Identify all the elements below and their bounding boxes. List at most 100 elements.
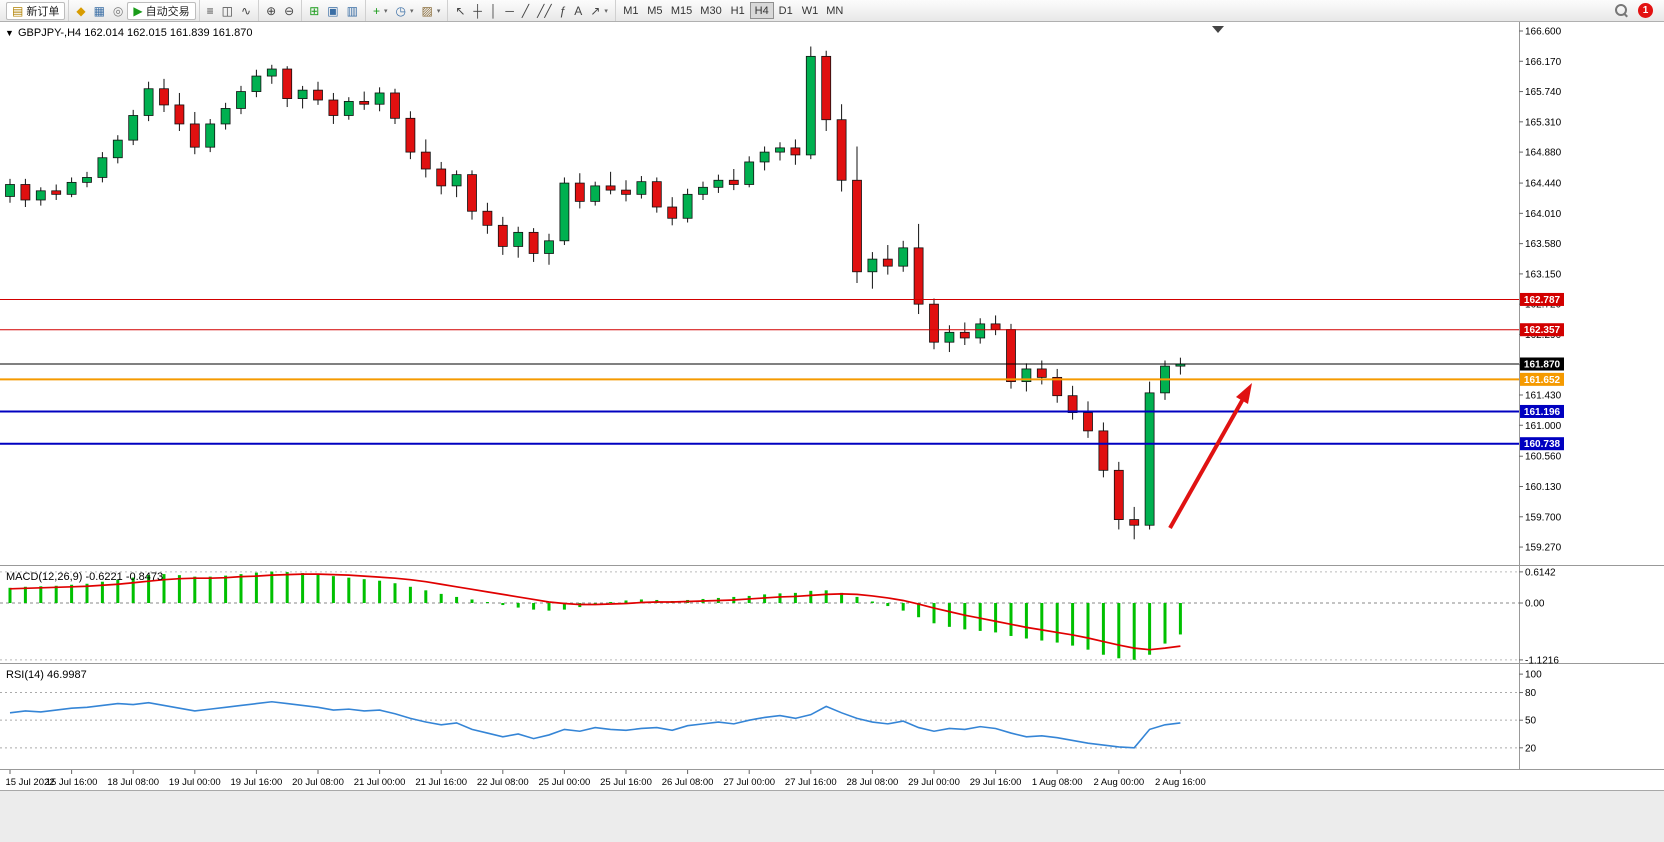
symbols-icon[interactable]: ◆ [72,2,89,20]
price-badge [1520,292,1564,306]
zoom-in-icon[interactable]: ⊕ [262,2,280,20]
chart-menu-icon[interactable]: ▼ [5,28,14,38]
horizontal-line-icon[interactable]: ─ [501,2,518,20]
toolbar-right: 1 [1615,3,1661,18]
svg-text:100: 100 [1525,670,1542,681]
svg-text:161.652: 161.652 [1524,375,1561,386]
timeframe-h4[interactable]: H4 [749,2,774,19]
periods-icon[interactable]: ◷ ▾ [391,2,417,20]
svg-text:0.00: 0.00 [1525,599,1545,610]
toolbar-groups: ▤ 新订单 ◆ ▦ ◎ ▶ 自动交易 ≡ ◫ ∿ ⊕ ⊖ ⊞ ▣ ▥ + ▾ ◷ ▾ ▨ ▾ ↖ ┼ │ ─ ╱ ╱╱ ƒ A ↗ ▾ [3,0,616,21]
vertical-line-icon: │ [489,3,498,18]
rsi-label: RSI(14) 46.9987 [6,669,87,681]
svg-text:20: 20 [1525,743,1537,754]
timeframe-d1[interactable]: D1 [774,2,798,19]
trend-arrow-head [1236,383,1252,404]
price-badge [1520,323,1564,337]
candlestick-chart-icon: ◫ [221,3,233,18]
candlestick-chart-icon[interactable]: ◫ [218,2,237,20]
toolbar-group: + ▾ ◷ ▾ ▨ ▾ [366,0,449,21]
templates-icon[interactable]: ▨ ▾ [417,2,444,20]
horizontal-line-icon: ─ [505,3,514,18]
svg-text:163.150: 163.150 [1525,269,1562,280]
tile-windows-icon: ⊞ [309,3,320,18]
toolbar-group: ▤ 新订单 [3,0,70,21]
svg-text:165.310: 165.310 [1525,117,1562,128]
status-strip [0,791,1664,842]
timeframe-m15[interactable]: M15 [667,2,696,19]
svg-text:50: 50 [1525,716,1537,727]
price-badge [1520,437,1564,451]
svg-text:164.010: 164.010 [1525,209,1562,220]
svg-text:160.560: 160.560 [1525,452,1562,463]
trendline-icon[interactable]: ╱ [518,2,533,20]
market-watch-icon: ▦ [93,3,105,18]
toolbar-group: ≡ ◫ ∿ [200,0,260,21]
timeframe-m30[interactable]: M30 [696,2,725,19]
svg-text:161.000: 161.000 [1525,421,1562,432]
timeframe-w1[interactable]: W1 [798,2,823,19]
svg-text:159.700: 159.700 [1525,512,1562,523]
trend-arrow[interactable] [1168,398,1245,529]
chevron-down-icon: ▾ [383,7,388,15]
price-badge [1520,357,1564,371]
crosshair-icon: ┼ [473,3,482,18]
timeframe-h1[interactable]: H1 [726,2,750,19]
arrange-windows-icon[interactable]: ▥ [343,2,362,20]
tile-windows-icon[interactable]: ⊞ [305,2,323,20]
svg-text:26 Jul 08:00: 26 Jul 08:00 [662,777,714,788]
svg-text:28 Jul 08:00: 28 Jul 08:00 [847,777,899,788]
svg-text:159.270: 159.270 [1525,543,1562,554]
timeframe-m5[interactable]: M5 [643,2,667,19]
channel-icon: ╱╱ [537,3,552,18]
fibonacci-icon: ƒ [559,3,567,18]
svg-text:0.6142: 0.6142 [1525,567,1556,578]
periods-icon: ◷ [395,3,406,18]
zoom-out-icon: ⊖ [284,3,295,18]
chart-shift-icon[interactable] [1212,26,1224,33]
indicators-icon[interactable]: + ▾ [369,2,392,20]
svg-text:20 Jul 08:00: 20 Jul 08:00 [292,777,344,788]
strategy-tester-icon[interactable]: ◎ [109,2,127,20]
svg-text:2 Aug 16:00: 2 Aug 16:00 [1155,777,1206,788]
vertical-line-icon[interactable]: │ [486,2,502,20]
chart-symbol-header: GBPJPY-,H4 162.014 162.015 161.839 161.8… [18,27,252,39]
autotrading-button-label: 自动交易 [145,5,190,18]
chart-canvas[interactable]: 166.600 166.170 165.740 165.310 164.880 164.4… [0,22,1664,791]
panel-separators [0,22,1664,770]
line-chart-icon[interactable]: ∿ [237,2,255,20]
fibonacci-icon[interactable]: ƒ [556,2,571,20]
svg-text:27 Jul 00:00: 27 Jul 00:00 [723,777,775,788]
macd-signal-line [9,573,1181,651]
zoom-out-icon[interactable]: ⊖ [280,2,298,20]
macd-label: MACD(12,26,9) -0.6221 -0.8473 [6,571,163,583]
svg-text:15 Jul 16:00: 15 Jul 16:00 [46,777,98,788]
svg-text:-1.1216: -1.1216 [1525,655,1559,666]
crosshair-icon[interactable]: ┼ [469,2,486,20]
arrows-icon: ↗ [590,3,601,18]
notification-badge[interactable]: 1 [1638,3,1653,18]
text-icon[interactable]: A [570,2,586,20]
arrange-windows-icon: ▥ [346,3,358,18]
autotrading-button[interactable]: ▶ 自动交易 [127,1,196,20]
cursor-icon[interactable]: ↖ [451,2,469,20]
chart-window: 166.600 166.170 165.740 165.310 164.880 164.4… [0,22,1664,791]
zoom-in-icon: ⊕ [266,3,277,18]
trendline-icon: ╱ [521,3,530,18]
bar-chart-icon[interactable]: ≡ [203,2,218,20]
search-icon[interactable] [1615,4,1628,17]
timeframe-mn[interactable]: MN [822,2,847,19]
timeframe-m1[interactable]: M1 [619,2,643,19]
svg-text:2 Aug 00:00: 2 Aug 00:00 [1093,777,1144,788]
svg-text:160.130: 160.130 [1525,482,1562,493]
arrows-icon[interactable]: ↗ ▾ [586,2,612,20]
templates-icon: ▨ [421,3,433,18]
svg-text:19 Jul 16:00: 19 Jul 16:00 [231,777,283,788]
chevron-down-icon: ▾ [604,7,608,15]
rsi-line [9,700,1181,749]
channel-icon[interactable]: ╱╱ [533,2,555,20]
new-order-button[interactable]: ▤ 新订单 [6,1,66,20]
market-watch-icon[interactable]: ▦ [90,2,109,20]
cascade-windows-icon[interactable]: ▣ [323,2,342,20]
